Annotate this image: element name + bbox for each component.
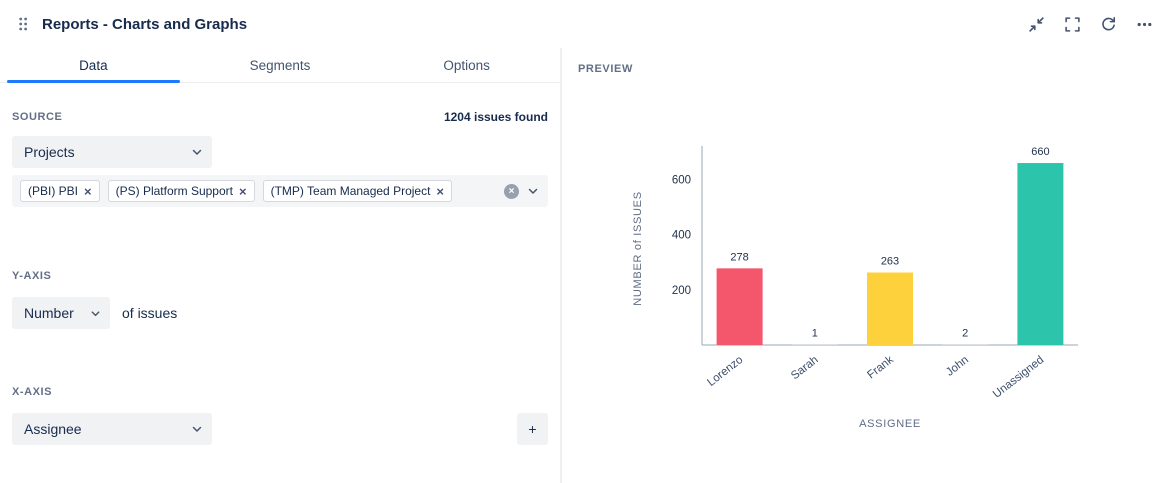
projects-select-value: Projects xyxy=(24,144,75,160)
chevron-down-icon xyxy=(89,307,102,320)
svg-text:1: 1 xyxy=(812,327,818,339)
svg-text:NUMBER of ISSUES: NUMBER of ISSUES xyxy=(632,191,644,306)
remove-chip-icon[interactable]: × xyxy=(238,183,247,199)
field-tools: × xyxy=(504,183,540,199)
preview-chart: 200 400 600 278 Lorenzo 1 Sarah 263 Frank 2 John 66… xyxy=(632,146,1078,430)
svg-text:400: 400 xyxy=(672,230,691,242)
chevron-down-icon xyxy=(190,422,204,436)
remove-chip-icon[interactable]: × xyxy=(436,183,445,199)
svg-text:John: John xyxy=(944,354,971,379)
remove-chip-icon[interactable]: × xyxy=(84,183,92,199)
y-axis-label: Y-AXIS xyxy=(12,270,52,282)
project-chip-label: (PBI) PBI xyxy=(28,184,79,198)
svg-text:2: 2 xyxy=(962,327,968,339)
source-label: SOURCE xyxy=(12,111,63,123)
project-chip[interactable]: (PS) Platform Support × xyxy=(107,180,255,202)
issues-found-count: 1204 issues found xyxy=(443,110,548,124)
y-axis-select-value: Number xyxy=(24,305,74,321)
add-axis-button[interactable]: + xyxy=(517,413,548,445)
svg-text:600: 600 xyxy=(672,175,691,187)
project-chip[interactable]: (PBI) PBI × xyxy=(20,180,100,202)
drag-handle-icon[interactable] xyxy=(16,12,30,36)
x-axis-select-value: Assignee xyxy=(24,421,82,437)
project-chip-label: (TMP) Team Managed Project xyxy=(270,184,431,198)
header-actions xyxy=(1022,10,1158,38)
x-axis-label: X-AXIS xyxy=(12,386,52,398)
chevron-down-icon xyxy=(190,145,204,159)
y-axis-select[interactable]: Number xyxy=(12,297,110,329)
projects-select[interactable]: Projects xyxy=(12,136,212,168)
refresh-icon[interactable] xyxy=(1094,10,1122,38)
more-icon[interactable] xyxy=(1130,10,1158,38)
svg-text:278: 278 xyxy=(730,251,748,263)
project-chip-label: (PS) Platform Support xyxy=(115,184,233,198)
chevron-down-icon[interactable] xyxy=(526,184,540,198)
svg-text:263: 263 xyxy=(881,255,899,267)
project-chip[interactable]: (TMP) Team Managed Project × xyxy=(262,180,453,202)
bar-lorenzo xyxy=(716,268,763,345)
bar-unassigned xyxy=(1017,163,1064,345)
y-axis-suffix: of issues xyxy=(122,305,178,321)
preview-panel: PREVIEW 200 400 600 278 Lorenzo 1 Sarah 263 Fran… xyxy=(564,48,1172,483)
source-section-header: SOURCE 1204 issues found xyxy=(12,110,548,124)
preview-label: PREVIEW xyxy=(578,63,633,75)
svg-text:ASSIGNEE: ASSIGNEE xyxy=(859,418,921,430)
clear-all-icon[interactable]: × xyxy=(504,183,519,199)
bar-frank xyxy=(867,272,913,345)
svg-text:200: 200 xyxy=(672,285,691,297)
page-title: Reports - Charts and Graphs xyxy=(42,15,248,33)
svg-text:Frank: Frank xyxy=(865,354,896,382)
projects-multiselect-field[interactable]: (PBI) PBI × (PS) Platform Support × (TMP… xyxy=(12,175,548,207)
tab-options[interactable]: Options xyxy=(373,48,560,82)
svg-text:Sarah: Sarah xyxy=(789,354,821,382)
tab-bar: Data Segments Options xyxy=(0,48,560,83)
tab-data[interactable]: Data xyxy=(0,48,187,83)
x-axis-section: X-AXIS Assignee + xyxy=(12,382,548,445)
tab-segments[interactable]: Segments xyxy=(187,48,374,82)
header: Reports - Charts and Graphs xyxy=(0,0,1172,48)
bar-john xyxy=(942,344,989,345)
svg-text:660: 660 xyxy=(1031,146,1049,158)
bar-sarah xyxy=(791,344,838,345)
fullscreen-icon[interactable] xyxy=(1058,10,1086,38)
config-panel: Data Segments Options SOURCE 1204 issues… xyxy=(0,48,562,483)
y-axis-section: Y-AXIS Number of issues xyxy=(12,266,548,329)
svg-text:Lorenzo: Lorenzo xyxy=(705,354,745,389)
svg-text:Unassigned: Unassigned xyxy=(991,354,1046,401)
chart-container: 200 400 600 278 Lorenzo 1 Sarah 263 Frank 2 John 66… xyxy=(626,140,1106,445)
x-axis-select[interactable]: Assignee xyxy=(12,413,212,445)
minimize-icon[interactable] xyxy=(1022,10,1050,38)
